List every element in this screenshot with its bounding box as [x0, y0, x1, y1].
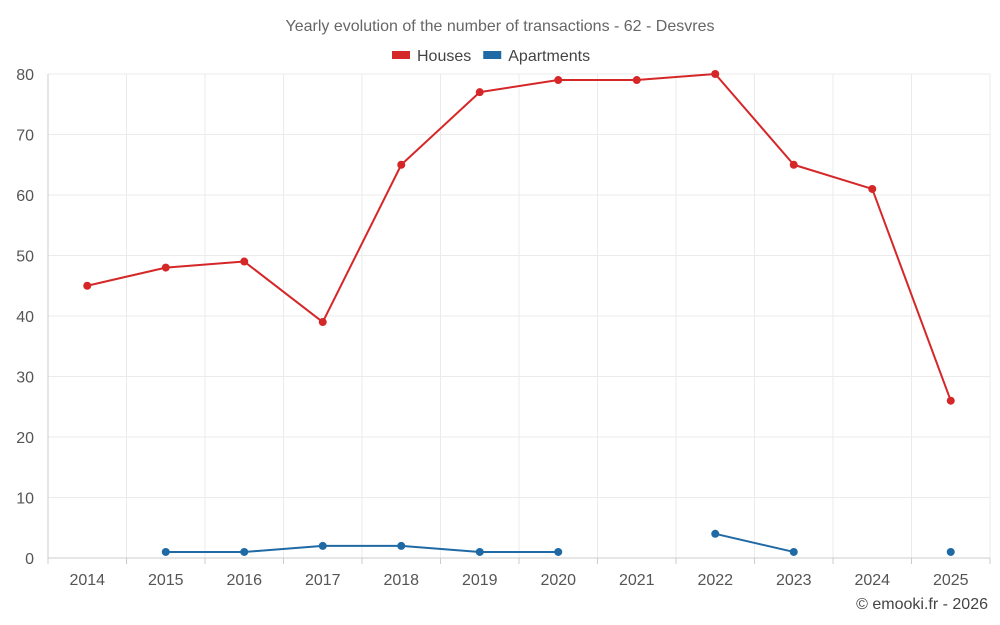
- y-tick-label: 30: [16, 370, 34, 387]
- data-point-houses[interactable]: [554, 76, 563, 85]
- data-point-houses[interactable]: [632, 76, 641, 85]
- grid: [47, 73, 991, 558]
- series-line-apartments: [165, 544, 559, 553]
- data-point-houses[interactable]: [868, 184, 877, 193]
- credit-text: © emooki.fr - 2026: [856, 596, 988, 613]
- y-tick-label: 10: [16, 491, 34, 508]
- series-line-apartments: [715, 532, 794, 553]
- x-tick-label: 2021: [619, 572, 655, 589]
- legend-item-houses[interactable]: Houses: [392, 48, 471, 65]
- data-point-houses[interactable]: [161, 263, 170, 272]
- axes: 0 10 20 30 40 50 60 70 80 2014 2015 2016 2017 2018 201…: [16, 67, 991, 589]
- x-tick-label: 2016: [226, 572, 262, 589]
- legend: Houses Apartments: [392, 48, 590, 65]
- y-tick-label: 70: [16, 128, 34, 145]
- x-tick-label: 2023: [776, 572, 812, 589]
- y-tick-label: 60: [16, 188, 34, 205]
- data-point-apartments[interactable]: [397, 541, 406, 550]
- data-point-apartments[interactable]: [789, 547, 798, 556]
- data-point-apartments[interactable]: [161, 547, 170, 556]
- y-tick-label: 0: [25, 551, 34, 568]
- legend-label: Houses: [417, 48, 471, 65]
- series: [83, 70, 955, 556]
- data-point-houses[interactable]: [83, 281, 92, 290]
- data-point-houses[interactable]: [789, 160, 798, 169]
- data-point-apartments[interactable]: [475, 547, 484, 556]
- y-tick-label: 50: [16, 249, 34, 266]
- data-point-houses[interactable]: [475, 88, 484, 97]
- series-line-houses: [87, 73, 952, 402]
- chart-title: Yearly evolution of the number of transa…: [286, 18, 715, 35]
- data-point-houses[interactable]: [240, 257, 249, 266]
- x-tick-label: 2024: [854, 572, 890, 589]
- data-point-houses[interactable]: [318, 318, 327, 327]
- x-tick-label: 2025: [933, 572, 969, 589]
- x-tick-label: 2020: [540, 572, 576, 589]
- y-tick-label: 20: [16, 430, 34, 447]
- data-point-apartments[interactable]: [240, 547, 249, 556]
- data-point-apartments[interactable]: [711, 529, 720, 538]
- x-tick-label: 2014: [69, 572, 105, 589]
- x-tick-label: 2015: [148, 572, 184, 589]
- legend-item-apartments[interactable]: Apartments: [483, 48, 590, 65]
- data-point-houses[interactable]: [711, 70, 720, 78]
- series-apartments: [161, 529, 955, 556]
- x-tick-label: 2019: [462, 572, 498, 589]
- legend-label: Apartments: [508, 48, 590, 65]
- legend-swatch: [483, 51, 502, 59]
- x-tick-label: 2018: [383, 572, 419, 589]
- data-point-apartments[interactable]: [318, 541, 327, 550]
- data-point-apartments[interactable]: [554, 547, 563, 556]
- x-tick-label: 2017: [305, 572, 341, 589]
- data-point-apartments[interactable]: [946, 547, 955, 556]
- x-tick-label: 2022: [697, 572, 733, 589]
- y-tick-label: 40: [16, 309, 34, 326]
- series-houses: [83, 70, 955, 405]
- data-point-houses[interactable]: [946, 396, 955, 405]
- y-tick-label: 80: [16, 67, 34, 84]
- legend-swatch: [392, 51, 410, 59]
- data-point-houses[interactable]: [397, 160, 406, 169]
